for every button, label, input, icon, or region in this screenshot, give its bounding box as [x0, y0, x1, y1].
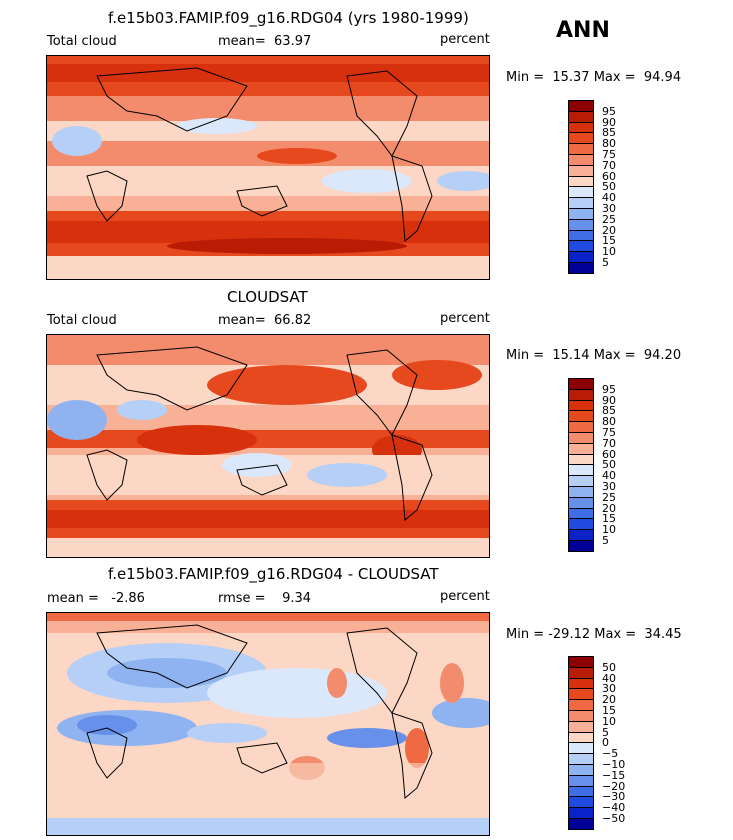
- panel-1-colorbar-tick-label: 15: [602, 234, 616, 248]
- panel-1-mean: mean= 63.97: [218, 34, 312, 49]
- panel-2-colorbar-tick-label: 30: [602, 480, 616, 493]
- panel-2-colorbar-tick-label: 25: [602, 490, 616, 504]
- panel-1-left-label: Total cloud: [47, 34, 117, 49]
- panel-2-colorbar-tick-label: 20: [602, 501, 616, 515]
- panel-1-colorbar-tick-label: 70: [602, 158, 616, 172]
- panel-2-colorbar-tick-label: 90: [602, 393, 616, 407]
- panel-3-mean: mean = -2.86: [47, 591, 145, 606]
- panel-2-colorbar-tick-label: 85: [602, 404, 616, 418]
- panel-2-minmax: Min = 15.14 Max = 94.20: [506, 348, 682, 363]
- panel-2-units: percent: [440, 311, 490, 326]
- panel-3-units: percent: [440, 589, 490, 604]
- panel-1-colorbar-tick-label: 30: [602, 202, 616, 215]
- panel-1-colorbar-tick-label: 80: [602, 137, 616, 151]
- panel-3-colorbar-tick-label: −15: [602, 768, 626, 782]
- panel-2-colorbar-tick-label: 60: [602, 447, 616, 461]
- panel-3-colorbar-tick-label: 0: [602, 736, 609, 750]
- panel-2-colorbar-tick-label: 70: [602, 436, 616, 450]
- season-label: ANN: [556, 18, 610, 43]
- panel-2-map: [46, 334, 490, 558]
- panel-1-colorbar-tick-label: 75: [602, 148, 616, 161]
- panel-3-map: [46, 612, 490, 836]
- panel-2-colorbar-tick-label: 15: [602, 512, 616, 526]
- panel-3-colorbar-tick-label: 5: [602, 725, 609, 739]
- panel-1-colorbar-tick-label: 20: [602, 223, 616, 237]
- panel-1-units: percent: [440, 32, 490, 47]
- panel-3-title: f.e15b03.FAMIP.f09_g16.RDG04 - CLOUDSAT: [108, 565, 439, 583]
- panel-2-mean: mean= 66.82: [218, 313, 312, 328]
- panel-1-colorbar-tick-label: 40: [602, 191, 616, 205]
- panel-3-colorbar-tick-label: 15: [602, 704, 616, 717]
- panel-1-map: [46, 55, 490, 280]
- panel-3-colorbar-tick-label: −20: [602, 779, 626, 793]
- panel-2-colorbar-tick-label: 75: [602, 426, 616, 439]
- panel-1-colorbar-tick-label: 95: [602, 104, 616, 118]
- panel-3-colorbar-swatch: [568, 818, 594, 830]
- panel-3-colorbar-tick-label: −40: [602, 801, 626, 815]
- panel-1-colorbar-tick-label: 10: [602, 245, 616, 259]
- panel-2-colorbar-tick-label: 80: [602, 415, 616, 429]
- panel-3-colorbar-tick-label: −5: [602, 747, 619, 761]
- panel-3-colorbar-tick-label: 30: [602, 682, 616, 696]
- panel-1-colorbar-tick-label: 5: [602, 256, 609, 269]
- panel-1-minmax: Min = 15.37 Max = 94.94: [506, 70, 682, 85]
- panel-1-colorbar-tick-label: 50: [602, 180, 616, 194]
- panel-1-colorbar-tick-label: 25: [602, 212, 616, 226]
- panel-2-colorbar-tick-label: 50: [602, 458, 616, 472]
- panel-2-colorbar-tick-label: 40: [602, 469, 616, 483]
- panel-3-colorbar-tick-label: −30: [602, 790, 626, 804]
- panel-1-colorbar-tick-label: 85: [602, 126, 616, 140]
- panel-3-minmax: Min = -29.12 Max = 34.45: [506, 627, 682, 642]
- panel-3-colorbar-tick-label: 20: [602, 693, 616, 707]
- panel-2-colorbar-tick-label: 5: [602, 534, 609, 547]
- panel-3-colorbar-tick-label: 50: [602, 660, 616, 674]
- panel-1-colorbar-tick-label: 90: [602, 115, 616, 129]
- panel-2-left-label: Total cloud: [47, 313, 117, 328]
- panel-3-rmse: rmse = 9.34: [218, 591, 312, 606]
- panel-2-colorbar-tick-label: 10: [602, 523, 616, 537]
- panel-3-colorbar-tick-label: 40: [602, 671, 616, 685]
- panel-1-colorbar-swatch: [568, 262, 594, 274]
- panel-3-colorbar-tick-label: −50: [602, 812, 626, 825]
- panel-2-colorbar-swatch: [568, 540, 594, 552]
- panel-3-colorbar-tick-label: 10: [602, 714, 616, 728]
- panel-2-title: CLOUDSAT: [227, 288, 308, 306]
- panel-3-colorbar-tick-label: −10: [602, 758, 626, 771]
- panel-2-colorbar-tick-label: 95: [602, 382, 616, 396]
- panel-1-colorbar-tick-label: 60: [602, 169, 616, 183]
- panel-1-title: f.e15b03.FAMIP.f09_g16.RDG04 (yrs 1980-1…: [108, 9, 469, 27]
